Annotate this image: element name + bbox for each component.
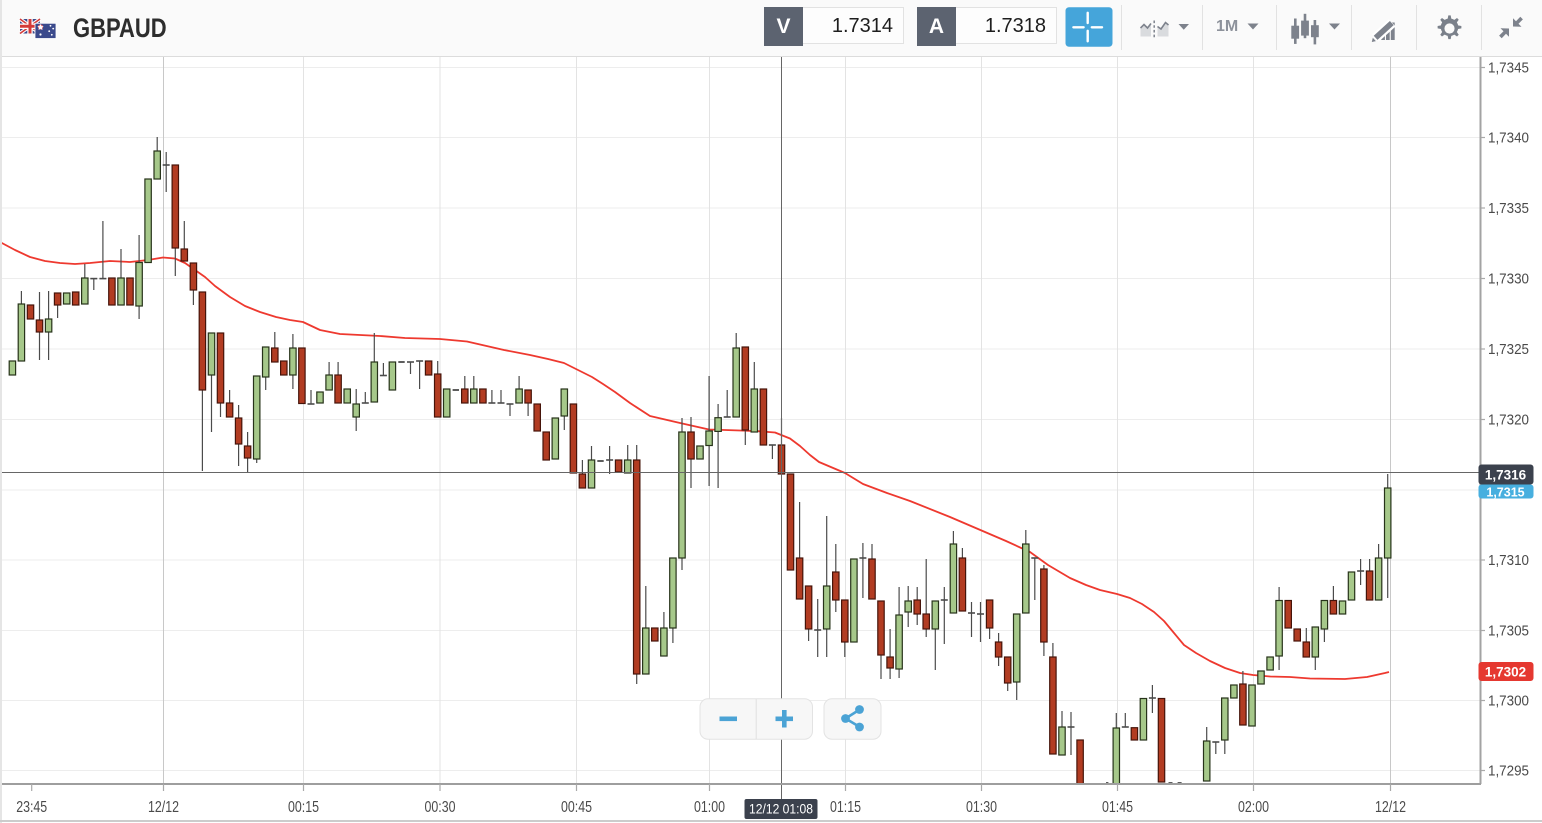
svg-text:01:30: 01:30 <box>966 799 997 816</box>
svg-text:01:45: 01:45 <box>1102 799 1133 816</box>
svg-text:12/12: 12/12 <box>148 799 179 816</box>
svg-text:1,7310: 1,7310 <box>1488 553 1529 569</box>
svg-text:23:45: 23:45 <box>16 799 47 816</box>
svg-text:1,7325: 1,7325 <box>1488 342 1529 358</box>
svg-text:1,7335: 1,7335 <box>1488 201 1529 217</box>
svg-text:1,7330: 1,7330 <box>1488 272 1529 288</box>
svg-text:12/12 01:08: 12/12 01:08 <box>749 802 813 817</box>
svg-text:00:30: 00:30 <box>425 799 456 816</box>
svg-text:01:15: 01:15 <box>830 799 861 816</box>
svg-text:1,7345: 1,7345 <box>1488 61 1529 77</box>
svg-text:1,7295: 1,7295 <box>1488 764 1529 780</box>
svg-text:12/12: 12/12 <box>1375 799 1406 816</box>
svg-text:01:00: 01:00 <box>694 799 725 816</box>
svg-text:1,7316: 1,7316 <box>1485 468 1527 483</box>
svg-text:00:45: 00:45 <box>561 799 592 816</box>
svg-text:1,7305: 1,7305 <box>1488 624 1529 640</box>
svg-text:1,7302: 1,7302 <box>1485 665 1526 680</box>
svg-text:1,7315: 1,7315 <box>1486 486 1524 500</box>
svg-text:1,7300: 1,7300 <box>1488 694 1529 710</box>
svg-text:1,7320: 1,7320 <box>1488 413 1529 429</box>
svg-text:00:15: 00:15 <box>288 799 319 816</box>
svg-text:02:00: 02:00 <box>1238 799 1269 816</box>
svg-text:1,7340: 1,7340 <box>1488 131 1529 147</box>
